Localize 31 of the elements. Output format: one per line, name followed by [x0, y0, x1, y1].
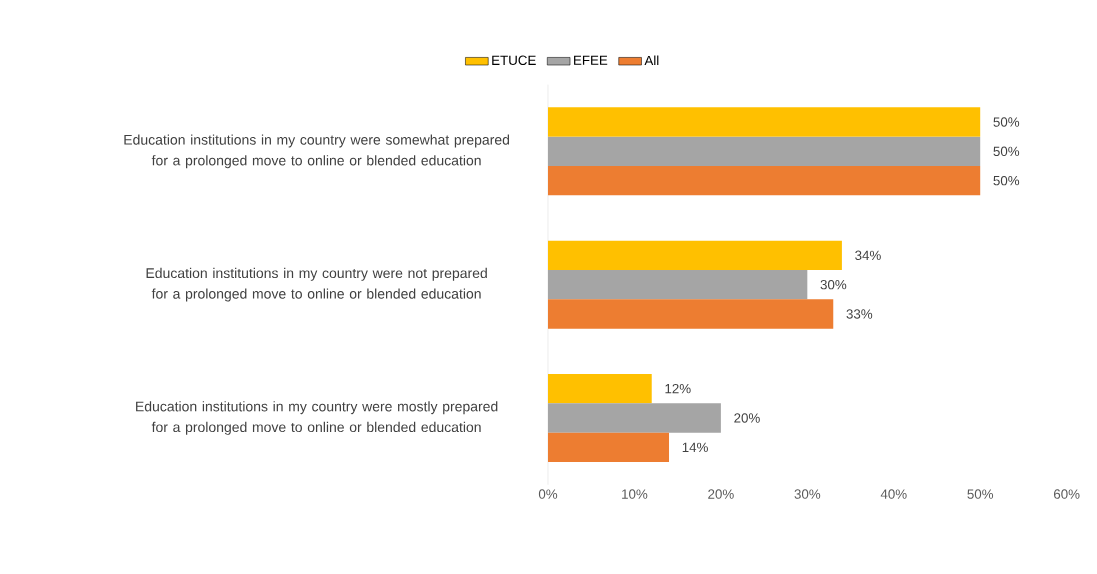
data-label: 33% — [846, 309, 873, 319]
bar — [548, 373, 652, 404]
x-tick-label: 40% — [880, 489, 907, 499]
x-tick-label: 20% — [708, 489, 734, 499]
data-label: 30% — [820, 279, 847, 290]
x-tick-label: 60% — [1053, 489, 1080, 499]
data-label: 12% — [665, 383, 691, 394]
legend-label: ETUCE — [492, 55, 536, 66]
data-label: 50% — [993, 117, 1020, 127]
bar — [548, 240, 842, 270]
y-tick-label: Education institutions in my country were mostly prepared for a prolonged move to online or blended education — [136, 401, 498, 435]
x-tick-label: 0% — [538, 489, 558, 499]
bar — [548, 269, 808, 300]
data-label: 50% — [993, 175, 1020, 186]
bar — [548, 299, 834, 329]
x-tick-label: 10% — [622, 489, 648, 499]
bar — [548, 136, 981, 166]
bar — [548, 403, 721, 433]
legend-label: EFEE — [574, 55, 608, 65]
bar — [548, 107, 981, 137]
bar — [548, 432, 670, 462]
x-tick-label: 30% — [794, 489, 821, 499]
data-label: 20% — [734, 413, 760, 423]
bar — [548, 165, 981, 196]
x-tick-label: 50% — [967, 489, 994, 499]
legend-label: All — [644, 55, 659, 66]
y-tick-label: Education institutions in my country were somewhat prepared for a prolonged move to online or blended education — [124, 134, 510, 169]
data-label: 14% — [682, 442, 708, 452]
data-label: 50% — [993, 146, 1020, 157]
y-tick-label: Education institutions in my country were not prepared for a prolonged move to online or blended education — [146, 267, 487, 302]
data-label: 34% — [855, 250, 881, 261]
